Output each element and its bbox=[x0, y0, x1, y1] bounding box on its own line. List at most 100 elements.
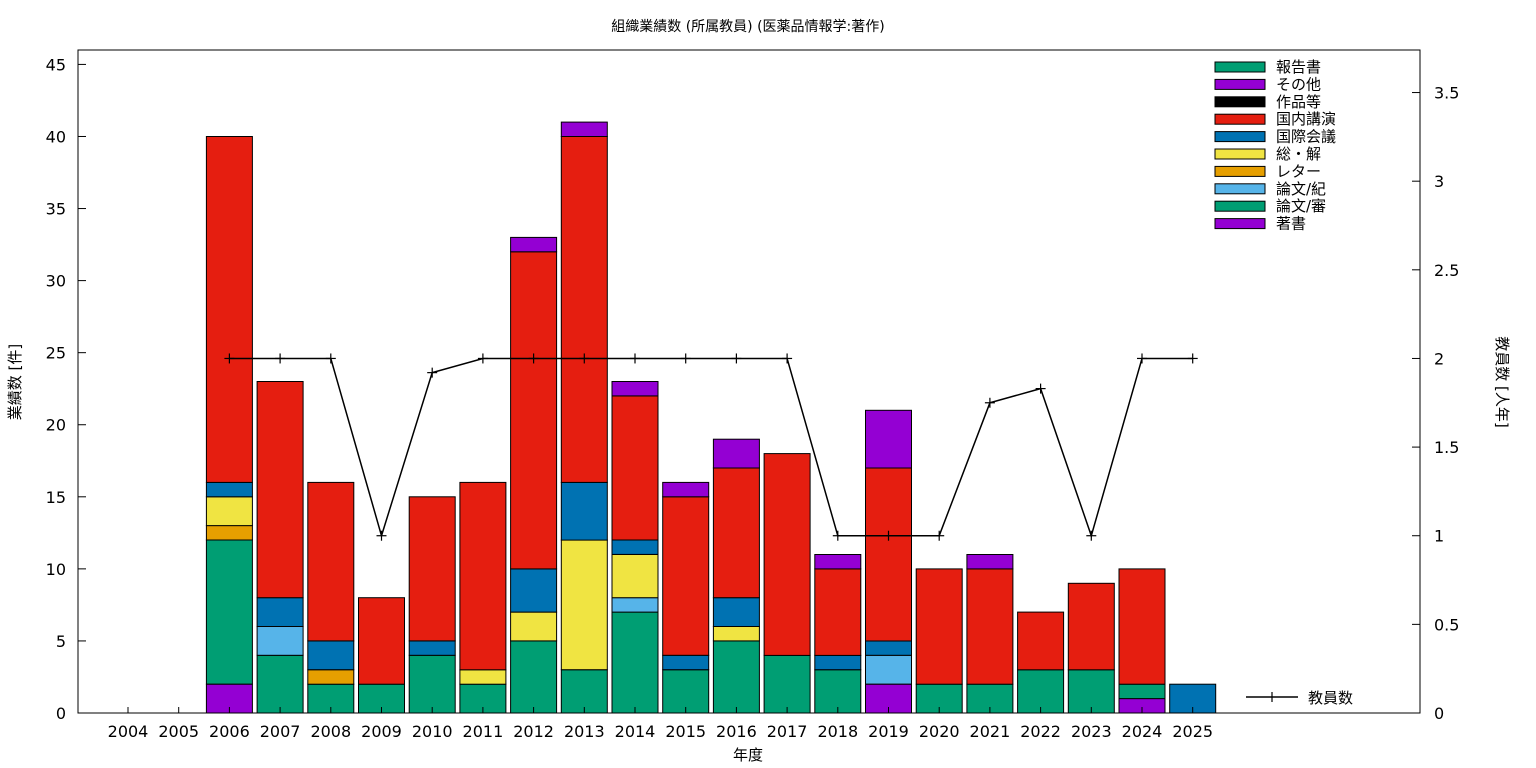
bar-2013-s5 bbox=[560, 481, 608, 541]
bar-2017-s1 bbox=[763, 654, 811, 714]
staff-line-group bbox=[224, 353, 1198, 541]
bar-2009-s6 bbox=[358, 597, 405, 685]
x-tick-label: 2005 bbox=[158, 722, 199, 741]
bar-2014-s1 bbox=[611, 611, 659, 714]
legend-swatch bbox=[1214, 148, 1266, 160]
y2-tick-label: 3 bbox=[1434, 172, 1444, 191]
y-tick-label: 30 bbox=[46, 272, 66, 291]
bar-2018-s5 bbox=[814, 654, 862, 671]
y-tick-label: 5 bbox=[56, 632, 66, 651]
bar-2008-s6 bbox=[307, 481, 355, 642]
legend-swatch bbox=[1214, 218, 1266, 230]
bar-2014-s2 bbox=[611, 597, 659, 613]
bar-2013-s1 bbox=[560, 669, 608, 714]
staff-line bbox=[229, 357, 1193, 539]
bar-2006-s5 bbox=[205, 481, 253, 498]
bar-2014-s8 bbox=[611, 381, 659, 397]
y-tick-label: 45 bbox=[46, 55, 66, 74]
bar-2012-s8 bbox=[510, 236, 558, 253]
y-tick-label: 10 bbox=[46, 560, 66, 579]
bar-2016-s8 bbox=[712, 438, 760, 469]
x-tick-label: 2025 bbox=[1172, 722, 1213, 741]
bar-2018-s8 bbox=[814, 554, 862, 570]
bar-2023-s6 bbox=[1067, 582, 1115, 671]
legend-swatch bbox=[1214, 183, 1266, 195]
line-legend-label: 教員数 bbox=[1308, 689, 1353, 707]
bar-2014-s4 bbox=[611, 554, 659, 599]
x-axis-label: 年度 bbox=[733, 746, 763, 764]
plot-frame bbox=[77, 49, 1421, 714]
bar-2006-s4 bbox=[205, 496, 253, 527]
y-tick-label: 40 bbox=[46, 127, 66, 146]
y2-tick-label: 3.5 bbox=[1434, 84, 1459, 103]
bar-2006-s1 bbox=[205, 539, 253, 685]
bar-2010-s1 bbox=[408, 654, 456, 714]
y-axis-label: 業績数 [件] bbox=[6, 344, 24, 420]
bar-2015-s8 bbox=[662, 481, 710, 498]
bar-2016-s5 bbox=[712, 597, 760, 628]
bar-2020-s6 bbox=[915, 568, 963, 685]
legend-label: 国内講演 bbox=[1276, 110, 1336, 128]
x-tick-label: 2019 bbox=[868, 722, 909, 741]
bar-2007-s1 bbox=[256, 654, 304, 714]
bar-2010-s6 bbox=[408, 496, 456, 642]
bar-2016-s4 bbox=[712, 626, 760, 642]
legend-swatch bbox=[1214, 165, 1266, 177]
bar-2011-s6 bbox=[459, 481, 507, 671]
y2-tick-label: 0.5 bbox=[1434, 615, 1459, 634]
y2-axis-label: 教員数 [人年] bbox=[1493, 336, 1511, 427]
x-tick-label: 2009 bbox=[361, 722, 402, 741]
bar-2019-s2 bbox=[865, 654, 912, 685]
x-tick-label: 2017 bbox=[767, 722, 808, 741]
legend-swatch bbox=[1214, 96, 1266, 108]
x-tick-label: 2022 bbox=[1020, 722, 1061, 741]
bar-2007-s5 bbox=[256, 597, 304, 628]
legend-label: 著書 bbox=[1276, 215, 1306, 233]
legend-label: 総・解 bbox=[1276, 145, 1321, 163]
legend-label: レター bbox=[1276, 162, 1321, 180]
bar-2012-s5 bbox=[510, 568, 558, 613]
y-tick-label: 15 bbox=[46, 488, 66, 507]
x-tick-label: 2016 bbox=[716, 722, 757, 741]
bar-2022-s1 bbox=[1017, 669, 1065, 714]
bar-2014-s6 bbox=[611, 395, 659, 541]
x-tick-label: 2004 bbox=[108, 722, 149, 741]
legend-label: その他 bbox=[1276, 75, 1321, 93]
legend-label: 報告書 bbox=[1276, 58, 1321, 76]
bar-2007-s6 bbox=[256, 381, 304, 599]
bar-2012-s4 bbox=[510, 611, 558, 642]
legend-label: 国際会議 bbox=[1276, 128, 1336, 146]
bar-2008-s5 bbox=[307, 640, 355, 671]
bar-2016-s1 bbox=[712, 640, 760, 714]
bar-2014-s5 bbox=[611, 539, 659, 555]
bar-2016-s6 bbox=[712, 467, 760, 599]
line-legend: 教員数 bbox=[1246, 689, 1353, 707]
legend-swatch bbox=[1214, 131, 1266, 143]
bar-2024-s1 bbox=[1118, 683, 1166, 700]
x-tick-label: 2023 bbox=[1071, 722, 1112, 741]
x-tick-label: 2010 bbox=[412, 722, 453, 741]
legend-label: 作品等 bbox=[1276, 93, 1321, 111]
bar-2017-s6 bbox=[763, 453, 811, 656]
bar-2019-s5 bbox=[865, 640, 912, 656]
x-tick-label: 2020 bbox=[919, 722, 960, 741]
legend-swatch bbox=[1214, 61, 1266, 73]
y-tick-label: 35 bbox=[46, 200, 66, 219]
y2-tick-label: 1.5 bbox=[1434, 438, 1459, 457]
bar-2013-s6 bbox=[560, 136, 608, 483]
bar-2018-s6 bbox=[814, 568, 862, 656]
x-tick-label: 2014 bbox=[615, 722, 656, 741]
bars-group bbox=[205, 121, 1217, 714]
y2-tick-label: 1 bbox=[1434, 527, 1444, 546]
bar-2010-s5 bbox=[408, 640, 456, 656]
x-tick-label: 2008 bbox=[310, 722, 351, 741]
legend-swatch bbox=[1214, 78, 1266, 90]
bar-2019-s6 bbox=[865, 467, 912, 642]
x-tick-label: 2021 bbox=[970, 722, 1011, 741]
legend-swatch bbox=[1214, 113, 1266, 125]
y-tick-label: 0 bbox=[56, 704, 66, 723]
bar-2015-s6 bbox=[662, 496, 710, 656]
bar-2018-s1 bbox=[814, 669, 862, 714]
